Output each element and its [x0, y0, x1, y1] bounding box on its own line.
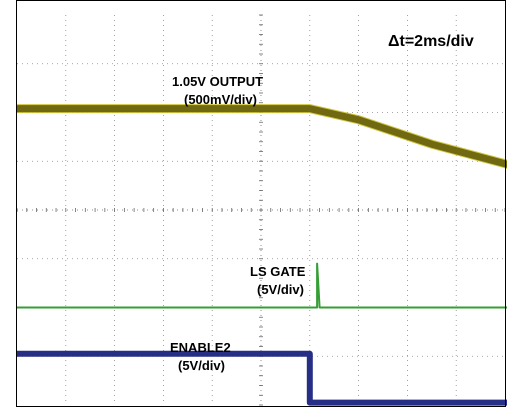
series-1-scale: (500mV/div): [184, 92, 257, 107]
trace-1-line: [17, 105, 507, 168]
timebase-label: Δt=2ms/div: [388, 33, 474, 50]
screen-border: [16, 0, 506, 407]
series-1-name: 1.05V OUTPUT: [172, 74, 263, 89]
graticule: [16, 14, 506, 406]
trace-2-line: [17, 262, 507, 309]
series-3-name: ENABLE2: [170, 340, 231, 355]
series-2-name: LS GATE: [250, 264, 306, 279]
series-3-scale: (5V/div): [178, 358, 225, 373]
traces: [17, 104, 507, 406]
series-2-scale: (5V/div): [257, 282, 304, 297]
trace-3-line: [17, 350, 507, 406]
